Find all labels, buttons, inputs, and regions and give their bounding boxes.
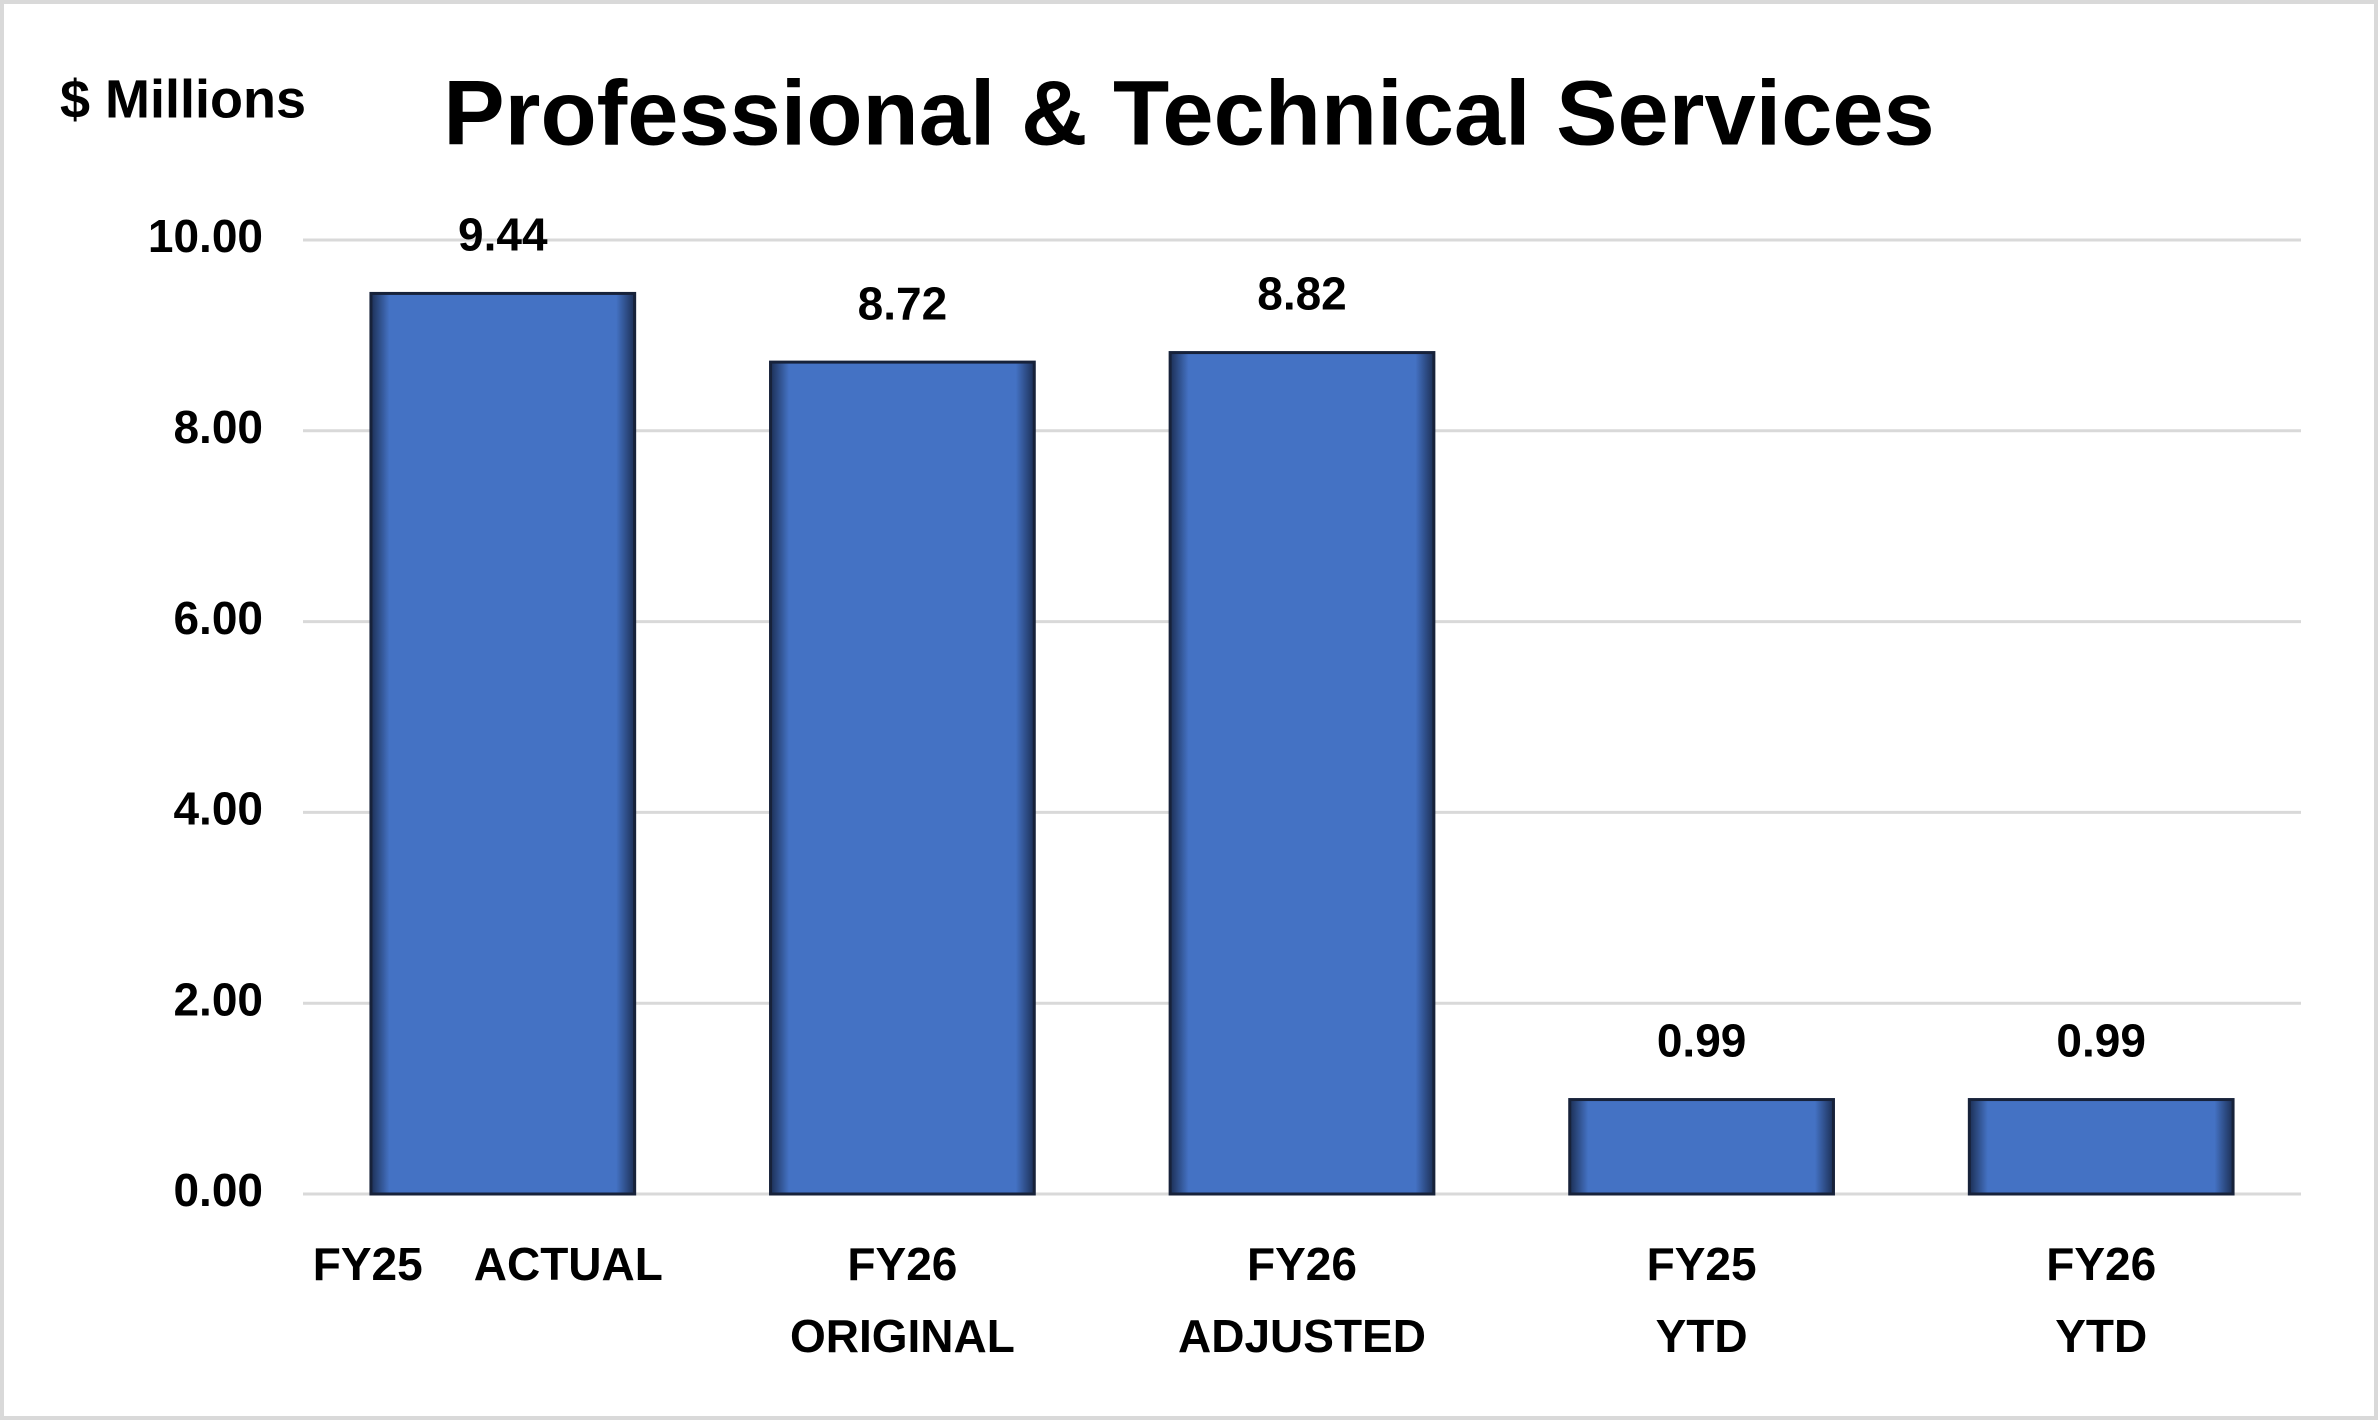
bar — [369, 291, 637, 1196]
chart-title: Professional & Technical Services — [443, 62, 1934, 164]
y-tick-label: 4.00 — [173, 783, 263, 835]
value-label: 0.99 — [1657, 1015, 1747, 1067]
bar — [1967, 1098, 2235, 1196]
y-tick-label: 10.00 — [148, 210, 263, 262]
x-tick-label: YTD — [1656, 1310, 1748, 1362]
x-tick-label: FY25 ACTUAL — [313, 1238, 663, 1290]
y-tick-label: 2.00 — [173, 973, 263, 1025]
bar — [1568, 1098, 1835, 1196]
x-tick-label: FY26 — [1247, 1238, 1357, 1290]
value-label: 0.99 — [2056, 1015, 2146, 1067]
value-label: 8.82 — [1257, 268, 1347, 320]
x-tick-label: ORIGINAL — [790, 1310, 1015, 1362]
bar — [1168, 351, 1436, 1196]
x-tick-label: YTD — [2055, 1310, 2147, 1362]
y-tick-label: 8.00 — [173, 401, 263, 453]
bar — [769, 360, 1036, 1196]
x-tick-label: FY26 — [2046, 1238, 2156, 1290]
value-label: 8.72 — [858, 277, 948, 329]
y-tick-label: 0.00 — [173, 1164, 263, 1216]
x-tick-label: ADJUSTED — [1178, 1310, 1426, 1362]
x-tick-label: FY25 — [1647, 1238, 1757, 1290]
value-label: 9.44 — [458, 209, 548, 261]
y-axis-label: $ Millions — [60, 69, 306, 129]
x-tick-label: FY26 — [847, 1238, 957, 1290]
y-tick-label: 6.00 — [173, 592, 263, 644]
